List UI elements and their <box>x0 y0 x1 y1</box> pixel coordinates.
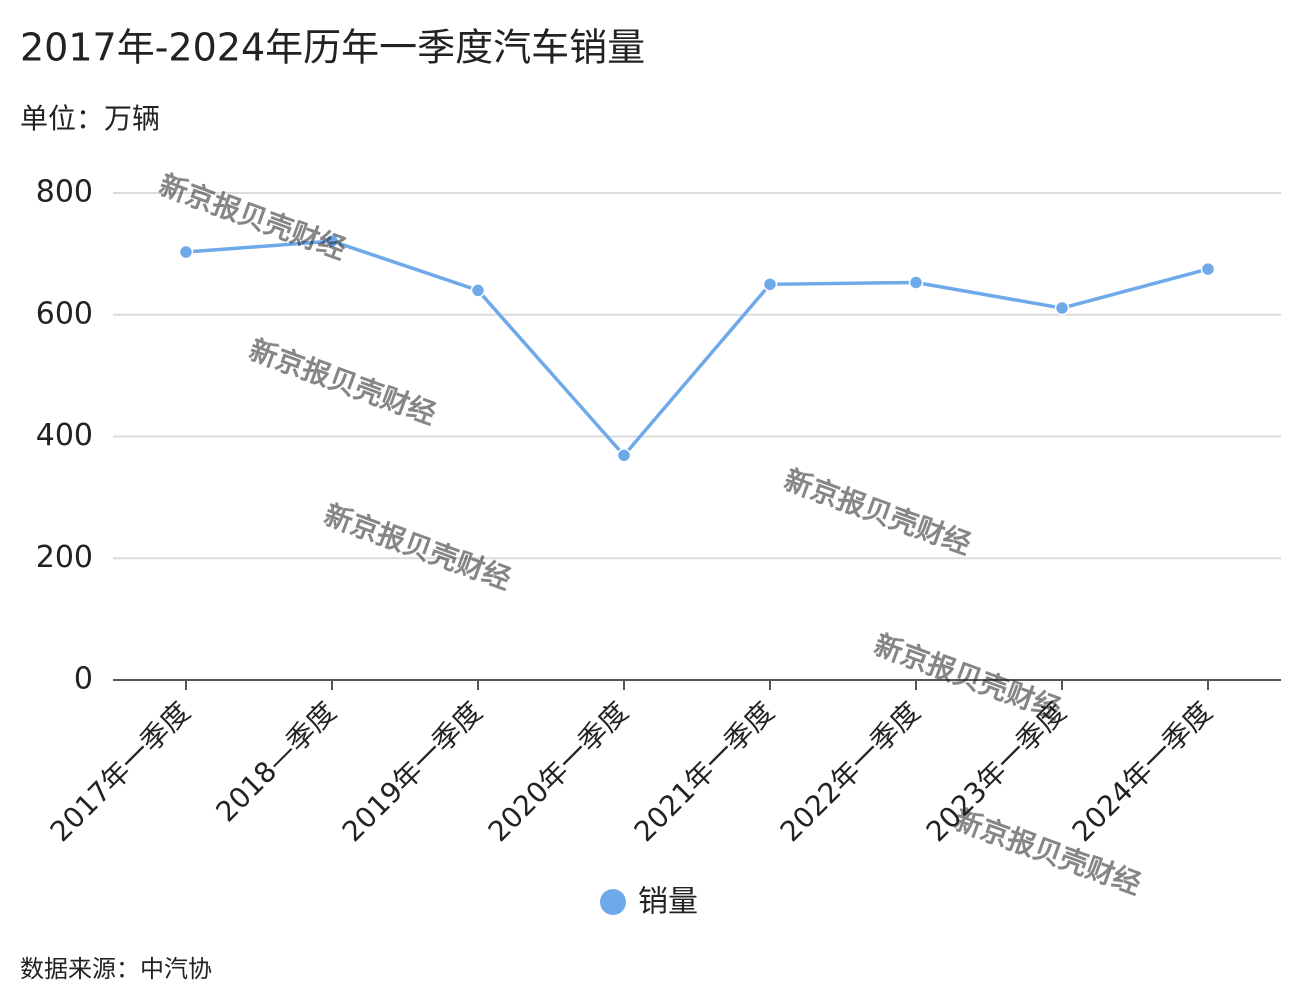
point <box>1200 261 1216 277</box>
y-tick-label: 600 <box>36 296 93 331</box>
point <box>1054 300 1070 316</box>
point <box>762 277 778 292</box>
source-note: 数据来源：中汽协 <box>20 955 212 983</box>
legend-label: 销量 <box>638 885 698 920</box>
chart-title: 2017年-2024年历年一季度汽车销量 <box>20 26 645 70</box>
line <box>185 239 1209 459</box>
x-tick-label: 2019年一季度 <box>336 695 489 848</box>
x-tick-label: 2017年一季度 <box>44 695 197 848</box>
chart-subtitle: 单位：万辆 <box>20 102 160 135</box>
x-tick-label: 2021年一季度 <box>628 695 781 848</box>
y-tick-label: 200 <box>36 540 93 575</box>
legend-marker <box>600 889 626 915</box>
x-tick-label: 2024年一季度 <box>1066 695 1219 848</box>
point <box>470 283 486 298</box>
point <box>908 275 924 290</box>
point <box>616 448 632 463</box>
point <box>324 233 340 249</box>
x-tick-label: 2018—季度 <box>209 695 342 828</box>
y-tick-label: 400 <box>36 418 93 453</box>
watermark: 新京报贝壳财经 <box>780 463 975 561</box>
point <box>178 244 194 260</box>
y-tick-label: 0 <box>74 662 93 697</box>
x-tick-label: 2020年一季度 <box>482 695 635 848</box>
y-tick-label: 800 <box>36 175 93 210</box>
watermark: 新京报贝壳财经 <box>320 498 515 596</box>
x-tick-label: 2022年一季度 <box>774 695 927 848</box>
watermark: 新京报贝壳财经 <box>245 333 440 431</box>
